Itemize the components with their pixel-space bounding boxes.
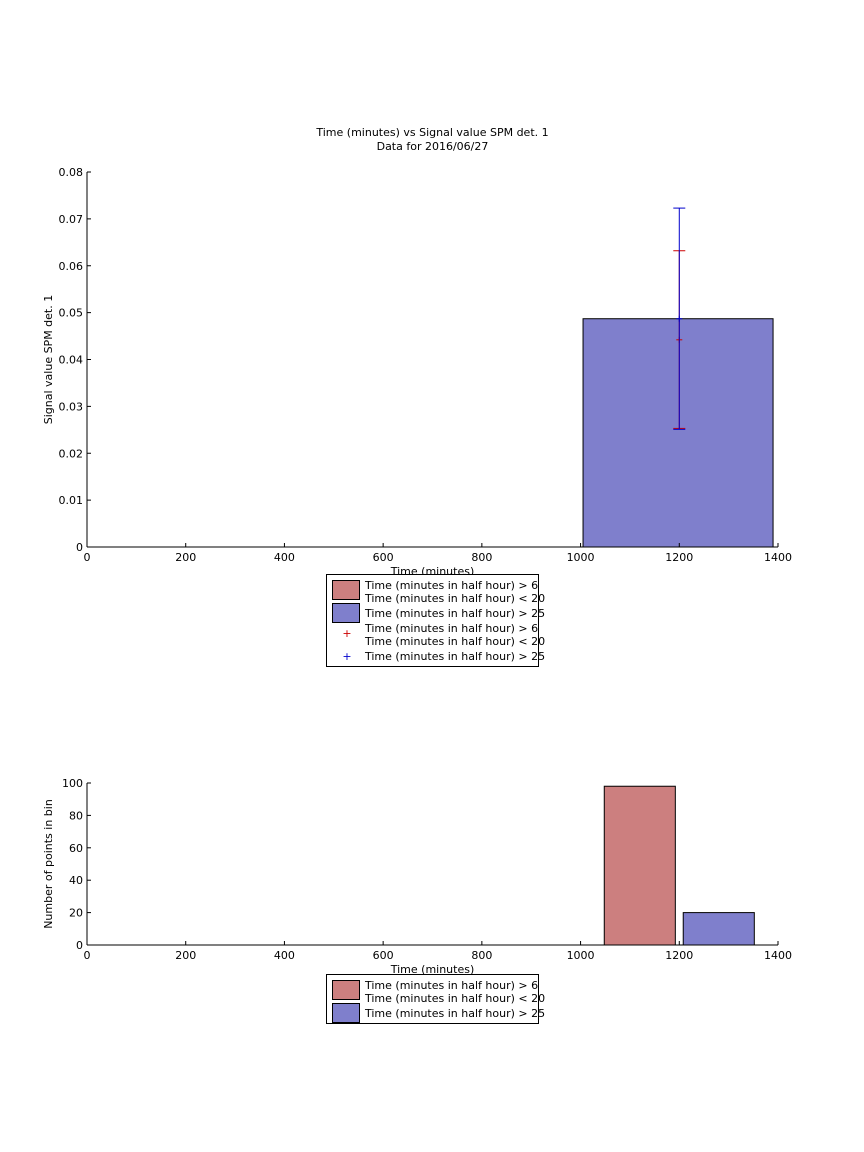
- y-tick-label: 0.01: [59, 494, 84, 507]
- y-tick-label: 0.07: [59, 213, 84, 226]
- y-tick-label: 0.08: [59, 166, 84, 179]
- legend-marker: +: [342, 650, 352, 663]
- y-tick-label: 100: [62, 777, 83, 790]
- legend-entry: Time (minutes in half hour) > 25: [327, 603, 545, 623]
- legend-swatch: [332, 603, 360, 623]
- x-tick-label: 200: [175, 551, 196, 564]
- x-tick-label: 200: [175, 949, 196, 962]
- y-tick-label: 0.02: [59, 447, 84, 460]
- x-tick-label: 1200: [665, 949, 693, 962]
- y-tick-label: 0.05: [59, 307, 84, 320]
- legend-marker: +: [342, 627, 352, 640]
- legend-entry: Time (minutes in half hour) > 6 Time (min…: [327, 978, 545, 1006]
- legend-label: Time (minutes in half hour) > 25: [365, 650, 546, 663]
- y-tick-label: 0.06: [59, 260, 84, 273]
- legend-entry: Time (minutes in half hour) > 25: [327, 1003, 545, 1023]
- x-tick-label: 0: [84, 551, 91, 564]
- x-tick-label: 600: [373, 949, 394, 962]
- x-tick-label: 1000: [567, 949, 595, 962]
- legend-swatch: [332, 980, 360, 1000]
- x-tick-label: 800: [471, 949, 492, 962]
- y-axis-label: Signal value SPM det. 1: [42, 295, 55, 425]
- x-tick-label: 400: [274, 551, 295, 564]
- chart-2: 0 200 400 600 800 1000 1200 1400 0 20 40 60 80 100 Tim…: [42, 777, 792, 976]
- legend-entry: Time (minutes in half hour) > 6 Time (min…: [327, 578, 545, 606]
- x-tick-label: 600: [373, 551, 394, 564]
- x-axis-label: Time (minutes): [390, 963, 475, 976]
- chart-subtitle: Data for 2016/06/27: [377, 140, 489, 153]
- bar: [582, 318, 774, 548]
- bar: [603, 785, 676, 946]
- chart-1: Time (minutes) vs Signal value SPM det. …: [42, 126, 792, 578]
- legend-label: Time (minutes in half hour) > 25: [365, 607, 546, 620]
- x-tick-label: 1400: [764, 551, 792, 564]
- y-tick-label: 20: [69, 907, 83, 920]
- x-tick-label: 1400: [764, 949, 792, 962]
- y-tick-label: 0.03: [59, 400, 84, 413]
- legend-entry: + Time (minutes in half hour) > 25: [327, 649, 545, 664]
- y-tick-label: 60: [69, 842, 83, 855]
- x-tick-label: 1200: [665, 551, 693, 564]
- y-tick-label: 80: [69, 809, 83, 822]
- bar: [682, 912, 755, 946]
- y-tick-label: 0: [76, 541, 83, 554]
- legend-bottom: Time (minutes in half hour) > 6 Time (min…: [326, 974, 545, 1024]
- y-tick-label: 40: [69, 874, 83, 887]
- x-tick-label: 400: [274, 949, 295, 962]
- legend-label: Time (minutes in half hour) > 25: [365, 1007, 546, 1020]
- legend-label: Time (minutes in half hour) > 6 Time (min…: [365, 622, 546, 648]
- legend-swatch: [332, 580, 360, 600]
- chart-title: Time (minutes) vs Signal value SPM det. …: [315, 126, 548, 139]
- legend-label: Time (minutes in half hour) > 6 Time (min…: [365, 979, 546, 1005]
- x-tick-label: 0: [84, 949, 91, 962]
- legend-swatch: [332, 1003, 360, 1023]
- x-tick-label: 1000: [567, 551, 595, 564]
- y-tick-label: 0: [76, 939, 83, 952]
- legend-top: Time (minutes in half hour) > 6 Time (min…: [326, 574, 545, 667]
- legend-entry: + Time (minutes in half hour) > 6 Time (mi…: [327, 621, 545, 649]
- y-tick-label: 0.04: [59, 354, 84, 367]
- x-tick-label: 800: [471, 551, 492, 564]
- legend-label: Time (minutes in half hour) > 6 Time (min…: [365, 579, 546, 605]
- y-axis-label: Number of points in bin: [42, 799, 55, 929]
